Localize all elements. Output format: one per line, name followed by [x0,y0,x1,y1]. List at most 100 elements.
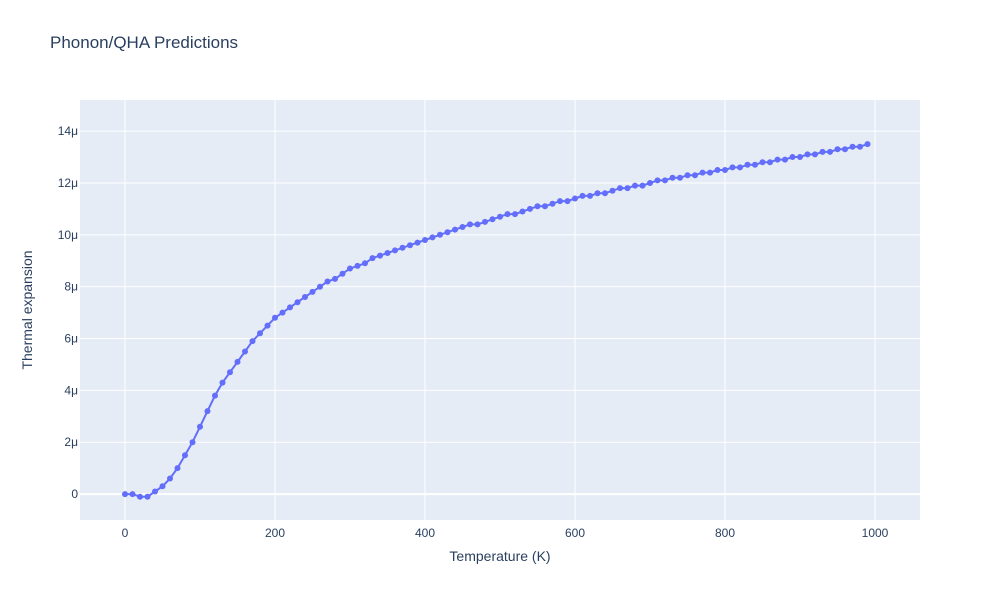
data-point [662,177,668,184]
x-axis-ticks: 0 200 400 600 800 1000 [122,526,889,540]
data-point [774,156,781,163]
x-tick-label: 600 [565,526,585,540]
data-point [159,483,166,490]
x-axis-label: Temperature (K) [449,548,550,564]
x-tick-label: 0 [122,526,129,540]
data-point [227,369,233,376]
data-point [654,177,661,184]
plot-area [80,100,920,520]
data-point [339,270,346,277]
data-point [414,239,421,246]
data-point [549,200,556,207]
y-tick-label: 14μ [58,124,78,138]
data-point [782,156,788,163]
data-point [849,143,856,150]
data-point [707,169,713,176]
data-point [272,314,278,321]
data-point [137,493,143,500]
data-point [699,169,706,176]
y-tick-label: 2μ [64,435,78,449]
data-point [129,491,136,498]
y-tick-label: 10μ [58,228,78,242]
data-point [234,358,241,365]
y-axis-label: Thermal expansion [19,250,35,369]
y-axis-ticks: 0 2μ 4μ 6μ 8μ 10μ 12μ 14μ [58,124,79,501]
gridlines [80,100,920,520]
data-point [407,242,413,249]
data-point [737,164,743,171]
data-point [174,465,181,472]
data-point [752,161,758,168]
data-point [212,392,218,399]
y-tick-label: 8μ [64,280,78,294]
data-point [497,213,503,220]
data-point [459,224,466,230]
data-point [594,190,601,197]
data-point [804,151,811,158]
x-tick-label: 200 [265,526,285,540]
data-point [279,309,286,316]
data-point [572,195,578,202]
data-point [144,493,151,500]
data-point [324,278,331,285]
data-point [167,475,173,482]
data-point [767,159,773,166]
data-point [257,330,263,337]
data-point [557,198,563,205]
data-point [482,218,488,225]
x-tick-label: 1000 [862,526,889,540]
data-point [542,203,548,210]
data-point [197,423,203,430]
data-point [287,304,293,311]
data-point [684,172,691,179]
data-point [152,488,158,495]
data-point [624,185,631,192]
data-point [857,143,863,150]
data-point [677,174,683,181]
data-point [264,322,271,329]
data-point [204,408,211,415]
series-line [125,143,868,498]
y-tick-label: 6μ [64,332,78,346]
data-point [632,182,638,189]
data-point [512,211,518,218]
data-point [467,221,473,228]
data-point [812,151,818,158]
data-point [219,379,226,386]
data-point [789,154,796,160]
y-tick-label: 4μ [64,383,78,397]
data-point [617,185,623,192]
data-point [182,452,188,459]
data-point [579,192,586,199]
data-point [527,205,533,212]
data-point [309,288,316,295]
data-point [362,260,368,267]
data-point [354,262,361,269]
data-point [864,141,871,148]
data-point [729,164,736,171]
data-point [189,439,196,446]
chart-title: Phonon/QHA Predictions [50,33,239,52]
data-point [504,211,511,218]
data-point [392,247,398,254]
data-point [647,180,653,186]
data-point [722,167,728,173]
data-point [294,299,301,306]
data-point [347,265,353,272]
data-point [639,182,646,189]
data-point [377,252,383,259]
data-point [564,198,571,205]
data-point [302,294,308,300]
data-point [474,221,481,228]
data-point [429,234,436,241]
data-point [399,244,406,251]
data-point [819,148,826,155]
y-tick-label: 0 [71,487,78,501]
data-point [317,283,323,290]
data-point [534,203,541,210]
x-tick-label: 400 [415,526,435,540]
data-point [242,348,248,355]
data-point [384,250,391,256]
data-point [602,190,608,197]
